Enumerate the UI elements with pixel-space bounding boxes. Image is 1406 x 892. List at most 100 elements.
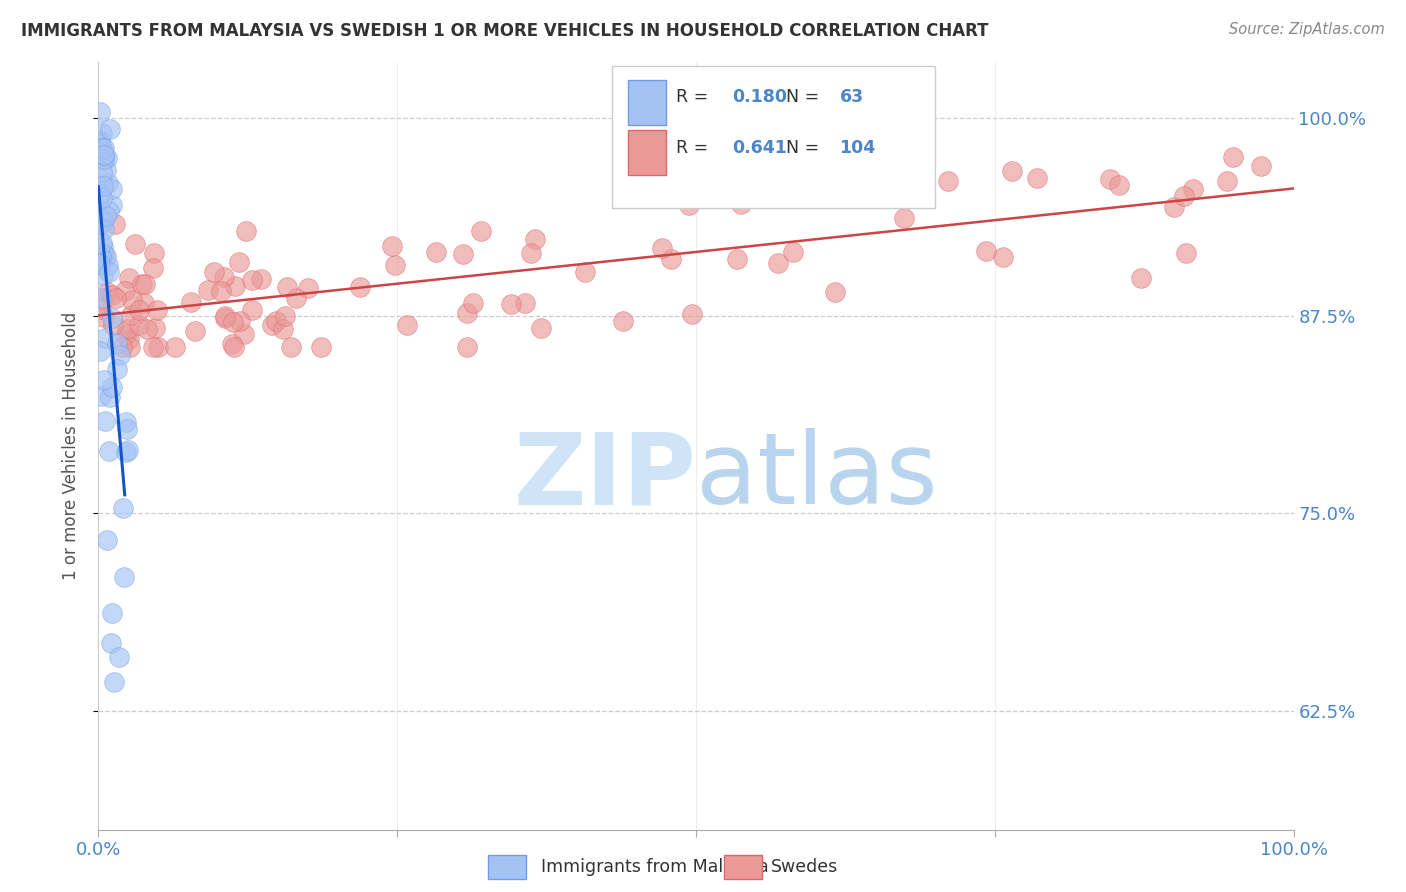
Point: [204, 265, 226, 279]
Point: [228, 255, 250, 269]
Point: [678, 198, 700, 212]
Point: [264, 314, 287, 328]
Point: [101, 182, 124, 196]
Point: [115, 328, 138, 343]
Point: [120, 340, 142, 354]
Point: [456, 340, 478, 354]
Point: [115, 416, 138, 430]
Point: [260, 318, 283, 333]
Point: [1181, 182, 1204, 196]
Point: [612, 314, 634, 328]
Point: [993, 250, 1015, 264]
Point: [118, 271, 141, 285]
Point: [574, 265, 596, 279]
Point: [232, 326, 254, 341]
Text: Swedes: Swedes: [770, 858, 838, 876]
Text: N =: N =: [786, 139, 824, 157]
Point: [499, 297, 522, 311]
Point: [118, 332, 141, 346]
Point: [93, 148, 115, 162]
Point: [94, 331, 117, 345]
Point: [104, 218, 127, 232]
Point: [274, 309, 297, 323]
Point: [89, 105, 111, 120]
Point: [184, 324, 207, 338]
Point: [96, 285, 118, 300]
Point: [93, 247, 115, 261]
Point: [1250, 159, 1272, 173]
Point: [470, 224, 492, 238]
Point: [91, 240, 114, 254]
Point: [100, 636, 122, 650]
Point: [98, 443, 121, 458]
Point: [89, 210, 111, 224]
Point: [524, 232, 547, 246]
Point: [180, 295, 202, 310]
Point: [142, 260, 165, 275]
Point: [93, 222, 115, 236]
Point: [235, 224, 257, 238]
Point: [124, 236, 146, 251]
Point: [112, 570, 135, 584]
Point: [120, 308, 142, 322]
Point: [90, 301, 112, 316]
Point: [107, 362, 129, 376]
Point: [132, 296, 155, 310]
Point: [1173, 189, 1195, 203]
Point: [395, 318, 418, 333]
Point: [1025, 171, 1047, 186]
Point: [456, 306, 478, 320]
Point: [90, 165, 112, 179]
Point: [128, 318, 150, 332]
Point: [96, 151, 118, 165]
Point: [212, 270, 235, 285]
Point: [143, 320, 166, 334]
Point: [936, 173, 959, 187]
Point: [94, 163, 117, 178]
Point: [97, 204, 120, 219]
Text: 0.641: 0.641: [733, 139, 787, 157]
Point: [309, 340, 332, 354]
Point: [90, 141, 112, 155]
Point: [721, 173, 744, 187]
Point: [114, 445, 136, 459]
Point: [893, 211, 915, 226]
Point: [297, 281, 319, 295]
Point: [725, 252, 748, 266]
Point: [103, 675, 125, 690]
Point: [105, 335, 128, 350]
Point: [93, 148, 115, 162]
Point: [135, 322, 157, 336]
Point: [91, 235, 114, 250]
Text: Immigrants from Malaysia: Immigrants from Malaysia: [541, 858, 769, 876]
Text: N =: N =: [786, 87, 824, 106]
Point: [974, 244, 997, 259]
Point: [93, 373, 115, 387]
Y-axis label: 1 or more Vehicles in Household: 1 or more Vehicles in Household: [62, 312, 80, 580]
Point: [91, 126, 114, 140]
Point: [89, 143, 111, 157]
Point: [221, 337, 243, 351]
Point: [93, 152, 115, 166]
Point: [90, 141, 112, 155]
Point: [637, 177, 659, 191]
Point: [134, 277, 156, 291]
Point: [90, 217, 112, 231]
Point: [98, 390, 121, 404]
Point: [101, 318, 124, 333]
Point: [1098, 172, 1121, 186]
Point: [463, 296, 485, 310]
Point: [730, 197, 752, 211]
Point: [89, 134, 111, 148]
Point: [90, 250, 112, 264]
Point: [91, 245, 114, 260]
Point: [1163, 200, 1185, 214]
Point: [89, 257, 111, 271]
Point: [222, 340, 245, 354]
Point: [451, 247, 474, 261]
Point: [513, 295, 536, 310]
Point: [93, 310, 115, 325]
Point: [94, 209, 117, 223]
Point: [271, 321, 294, 335]
Point: [1108, 178, 1130, 193]
